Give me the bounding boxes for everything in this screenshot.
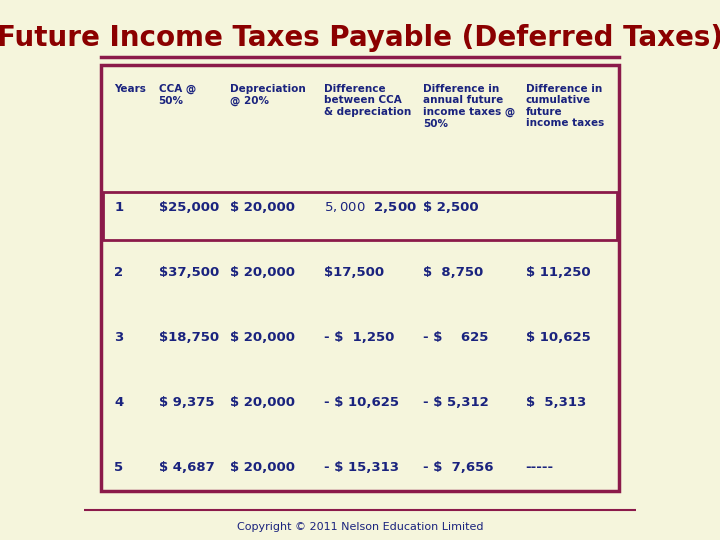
Text: - $    625: - $ 625 [423,331,489,344]
Text: 1: 1 [114,201,124,214]
Text: $ 20,000: $ 20,000 [230,396,295,409]
Text: $ 20,000: $ 20,000 [230,461,295,474]
Text: $18,750: $18,750 [158,331,219,344]
Text: $ 20,000: $ 20,000 [230,266,295,279]
Text: Difference in
cumulative
future
income taxes: Difference in cumulative future income t… [526,84,604,129]
Text: -----: ----- [526,461,554,474]
FancyBboxPatch shape [101,65,619,491]
Text: - $ 15,313: - $ 15,313 [324,461,399,474]
Text: $ 5,000 $  2,500: $ 5,000 $ 2,500 [324,200,417,215]
Text: $ 11,250: $ 11,250 [526,266,590,279]
Text: - $  7,656: - $ 7,656 [423,461,494,474]
Text: $  8,750: $ 8,750 [423,266,484,279]
Text: 4: 4 [114,396,124,409]
Text: - $ 5,312: - $ 5,312 [423,396,489,409]
Text: $ 20,000: $ 20,000 [230,201,295,214]
Text: CCA @
50%: CCA @ 50% [158,84,196,105]
Text: Years: Years [114,84,146,94]
Text: $  5,313: $ 5,313 [526,396,586,409]
Text: 3: 3 [114,331,124,344]
Text: $ 10,625: $ 10,625 [526,331,590,344]
Text: $ 2,500: $ 2,500 [423,201,479,214]
Text: Copyright © 2011 Nelson Education Limited: Copyright © 2011 Nelson Education Limite… [237,522,483,531]
Text: $37,500: $37,500 [158,266,219,279]
Text: Future Income Taxes Payable (Deferred Taxes): Future Income Taxes Payable (Deferred Ta… [0,24,720,52]
Text: Difference
between CCA
& depreciation: Difference between CCA & depreciation [324,84,411,117]
Text: $25,000: $25,000 [158,201,219,214]
FancyBboxPatch shape [104,192,616,240]
Text: - $  1,250: - $ 1,250 [324,331,395,344]
Text: $17,500: $17,500 [324,266,384,279]
Text: - $ 10,625: - $ 10,625 [324,396,399,409]
Text: $ 4,687: $ 4,687 [158,461,215,474]
Text: Difference in
annual future
income taxes @
50%: Difference in annual future income taxes… [423,84,516,129]
Text: $ 9,375: $ 9,375 [158,396,214,409]
Text: $ 20,000: $ 20,000 [230,331,295,344]
Text: 5: 5 [114,461,124,474]
Text: 2: 2 [114,266,124,279]
Text: Depreciation
@ 20%: Depreciation @ 20% [230,84,306,105]
